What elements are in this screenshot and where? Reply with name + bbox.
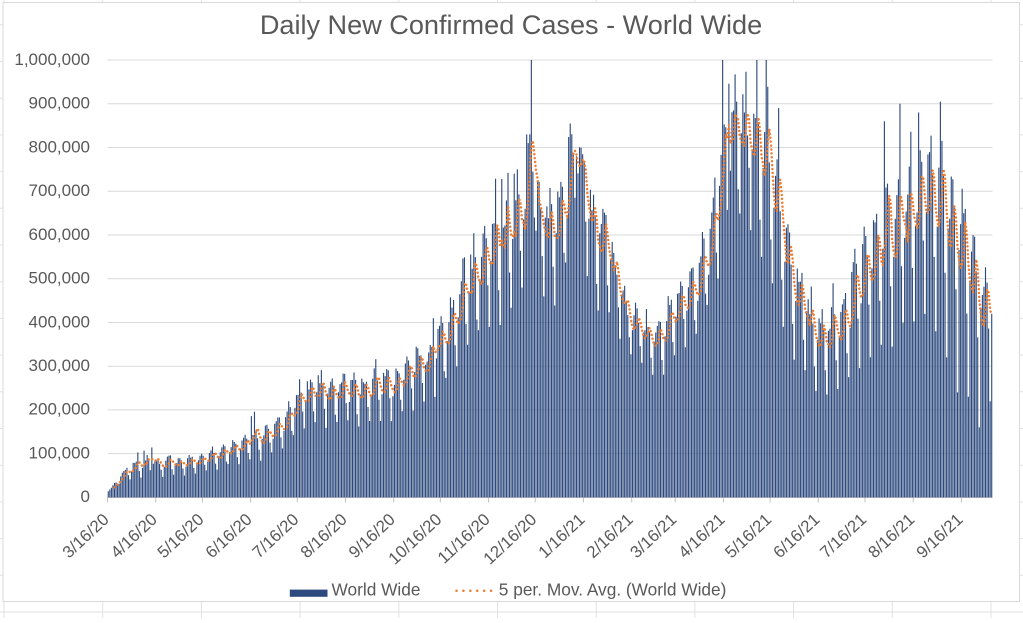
svg-text:Daily New Confirmed Cases - Wo: Daily New Confirmed Cases - World Wide — [260, 9, 762, 40]
svg-text:300,000: 300,000 — [29, 356, 90, 375]
svg-text:600,000: 600,000 — [29, 225, 90, 244]
svg-text:5 per. Mov. Avg. (World Wide): 5 per. Mov. Avg. (World Wide) — [499, 580, 727, 600]
svg-text:World Wide: World Wide — [332, 580, 421, 600]
svg-text:1,000,000: 1,000,000 — [14, 50, 90, 69]
svg-text:0: 0 — [81, 487, 90, 506]
svg-text:900,000: 900,000 — [29, 94, 90, 113]
svg-text:800,000: 800,000 — [29, 137, 90, 156]
svg-text:100,000: 100,000 — [29, 444, 90, 463]
svg-text:200,000: 200,000 — [29, 400, 90, 419]
svg-text:400,000: 400,000 — [29, 312, 90, 331]
svg-text:500,000: 500,000 — [29, 269, 90, 288]
svg-text:700,000: 700,000 — [29, 181, 90, 200]
